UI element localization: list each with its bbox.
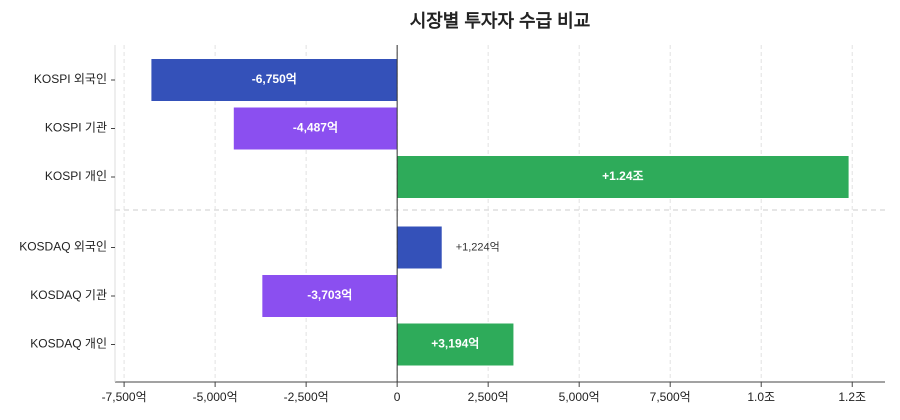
value-label: +1.24조 (602, 169, 643, 183)
x-tick-label: 1.0조 (747, 390, 775, 404)
x-tick-label: -5,000억 (193, 390, 238, 404)
y-tick-label: KOSPI 기관 (45, 121, 107, 135)
bar (262, 275, 398, 317)
y-tick-label: KOSPI 개인 (45, 169, 107, 183)
x-tick-label: -7,500억 (102, 390, 147, 404)
bar (151, 59, 398, 101)
bar (397, 323, 514, 366)
x-tick-label: 1.2조 (838, 390, 866, 404)
chart-title: 시장별 투자자 수급 비교 (410, 11, 591, 31)
value-label: +1,224억 (456, 240, 500, 253)
bar (397, 156, 849, 198)
value-label: -3,703억 (307, 288, 352, 302)
value-label: +3,194억 (431, 337, 479, 351)
x-tick-label: 5,000억 (559, 390, 600, 404)
x-tick-label: 7,500억 (650, 390, 691, 404)
x-tick-label: -2,500억 (284, 390, 329, 404)
bar (397, 226, 442, 269)
value-label: -4,487억 (293, 121, 338, 135)
y-tick-label: KOSPI 외국인 (34, 72, 107, 86)
x-tick-label: 2,500억 (468, 390, 509, 404)
x-tick-label: 0 (394, 390, 401, 404)
y-tick-label: KOSDAQ 기관 (30, 288, 107, 302)
y-tick-label: KOSDAQ 개인 (30, 337, 107, 351)
value-label: -6,750억 (252, 72, 297, 86)
bar (233, 107, 398, 150)
y-tick-label: KOSDAQ 외국인 (19, 240, 107, 254)
